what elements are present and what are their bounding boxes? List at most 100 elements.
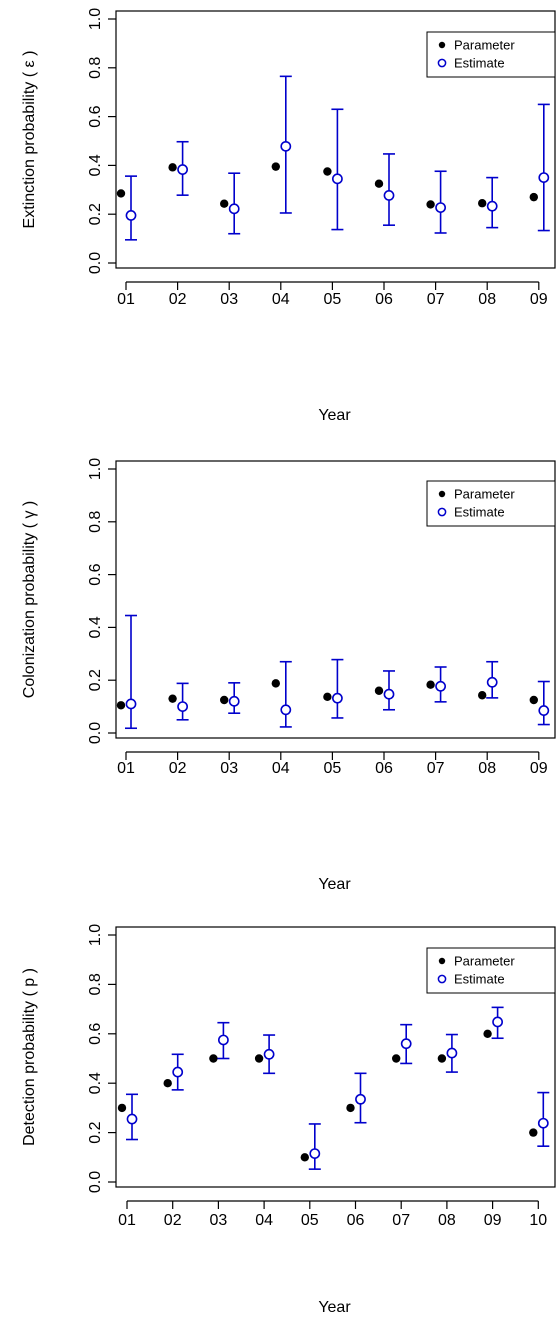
- y-tick-label: 1.0: [87, 8, 104, 30]
- legend-estimate-marker: [437, 58, 447, 68]
- legend-estimate-label: Estimate: [454, 505, 505, 520]
- parameter-point: [323, 167, 332, 176]
- estimate-point: [331, 692, 343, 704]
- estimate-point: [263, 1048, 275, 1060]
- parameter-point: [529, 192, 538, 202]
- y-tick-label: 1.0: [87, 458, 104, 480]
- x-tick-label: 05: [324, 291, 342, 308]
- x-tick-label: 01: [117, 291, 135, 308]
- y-tick-label: 0.2: [87, 669, 104, 691]
- estimate-point: [355, 1093, 366, 1105]
- parameter-point: [300, 1153, 309, 1162]
- parameter-point: [220, 695, 229, 705]
- parameter-point: [163, 1079, 172, 1088]
- estimate-point: [486, 676, 498, 688]
- parameter-point: [483, 1029, 492, 1039]
- estimate-point: [126, 1113, 138, 1125]
- y-tick-label: 0.4: [87, 154, 104, 176]
- estimate-point: [125, 210, 137, 221]
- parameter-point: [392, 1054, 401, 1063]
- estimate-point: [435, 680, 446, 692]
- parameter-point: [220, 199, 229, 208]
- parameter-point: [323, 692, 332, 702]
- estimate-point: [172, 1066, 184, 1078]
- x-tick-label: 06: [347, 1212, 365, 1229]
- estimate-point: [435, 202, 446, 214]
- x-tick-label: 09: [530, 760, 548, 777]
- y-axis-title: Colonization probability ( γ ): [21, 501, 38, 698]
- estimate-point: [125, 698, 137, 710]
- x-tick-label: 06: [375, 291, 393, 308]
- x-tick-label: 09: [530, 291, 548, 308]
- x-tick-label: 03: [220, 291, 238, 308]
- parameter-point: [209, 1054, 218, 1063]
- y-tick-label: 0.8: [87, 973, 104, 995]
- parameter-point: [374, 686, 384, 695]
- parameter-point: [116, 701, 126, 710]
- x-tick-label: 02: [169, 291, 187, 308]
- estimate-point: [217, 1034, 229, 1046]
- y-tick-label: 0.0: [87, 722, 104, 744]
- y-tick-label: 0.6: [87, 1023, 104, 1045]
- y-axis-title: Extinction probability ( ε ): [21, 51, 38, 229]
- plot-frame: [115, 10, 556, 269]
- y-tick-label: 0.2: [87, 1121, 104, 1143]
- x-tick-label: 02: [164, 1212, 182, 1229]
- legend-parameter-label: Parameter: [454, 954, 515, 969]
- x-tick-label: 02: [169, 760, 187, 777]
- legend-parameter-marker: [438, 490, 446, 498]
- parameter-point: [271, 679, 280, 688]
- x-tick-label: 03: [210, 1212, 228, 1229]
- estimate-point: [446, 1047, 458, 1059]
- estimate-point: [331, 173, 343, 185]
- x-tick-label: 07: [392, 1212, 410, 1229]
- plot-frame: [115, 460, 556, 739]
- x-tick-label: 08: [438, 1212, 456, 1229]
- x-tick-label: 03: [220, 760, 238, 777]
- parameter-point: [168, 694, 177, 703]
- estimate-point: [280, 704, 292, 716]
- parameter-point: [426, 680, 435, 689]
- legend-estimate-marker: [437, 974, 447, 984]
- x-tick-label: 07: [427, 291, 445, 308]
- legend-estimate-label: Estimate: [454, 972, 505, 987]
- parameter-point: [116, 189, 126, 198]
- estimate-point: [400, 1038, 412, 1050]
- parameter-point: [478, 691, 487, 700]
- chart-panel-1: 0.0 0.2 0.4 0.6 0.8 1.0 Extinction probability…: [21, 8, 556, 424]
- parameter-point: [346, 1103, 355, 1113]
- x-tick-label: 10: [529, 1212, 547, 1229]
- legend-box: [426, 947, 556, 994]
- y-tick-label: 0.4: [87, 616, 104, 638]
- estimate-point: [537, 1117, 549, 1129]
- estimate-point: [228, 203, 240, 215]
- legend-parameter-label: Parameter: [454, 38, 515, 53]
- x-tick-label: 09: [484, 1212, 502, 1229]
- y-axis-title: Detection probability ( p ): [21, 968, 38, 1146]
- estimate-point: [538, 172, 550, 183]
- legend-estimate-marker: [437, 507, 447, 517]
- parameter-point: [529, 695, 538, 705]
- parameter-point: [271, 162, 280, 171]
- parameter-point: [437, 1054, 447, 1063]
- legend-parameter-label: Parameter: [454, 487, 515, 502]
- estimate-point: [228, 695, 240, 707]
- parameter-point: [426, 200, 435, 209]
- y-tick-label: 0.2: [87, 203, 104, 225]
- y-tick-label: 0.0: [87, 1171, 104, 1193]
- parameter-point: [117, 1103, 127, 1113]
- estimate-point: [309, 1148, 321, 1159]
- estimate-point: [177, 701, 188, 712]
- x-tick-label: 01: [118, 1212, 136, 1229]
- parameter-point: [374, 179, 384, 188]
- y-tick-label: 0.4: [87, 1072, 104, 1094]
- estimate-point: [538, 705, 550, 716]
- estimate-point: [280, 140, 292, 152]
- x-axis-title: Year: [318, 407, 351, 424]
- legend-parameter-marker: [438, 957, 446, 965]
- parameter-point: [529, 1128, 538, 1137]
- plot-frame: [115, 926, 556, 1188]
- x-tick-label: 05: [324, 760, 342, 777]
- parameter-point: [168, 163, 177, 172]
